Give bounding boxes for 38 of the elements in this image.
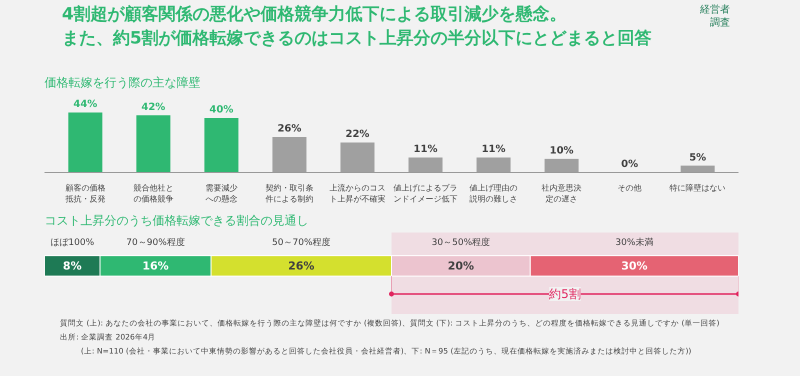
bar: [204, 118, 238, 172]
series-label: ほぼ100%: [50, 238, 95, 248]
x-tick-label: 需要減少への懸念: [205, 184, 238, 204]
data-label: 10%: [550, 145, 574, 156]
x-tick-label: その他: [618, 184, 642, 192]
data-label: 0%: [621, 159, 638, 170]
data-label: 8%: [62, 259, 82, 272]
data-label: 26%: [277, 124, 302, 135]
chart-subtitle: 価格転嫁を行う際の主な障壁: [44, 76, 200, 90]
bar: [68, 112, 102, 172]
data-label: 40%: [209, 104, 234, 116]
data-label: 11%: [414, 144, 438, 156]
x-tick-label: 競合他社との価格競争: [133, 184, 174, 204]
series-label: 50～70%程度: [272, 236, 331, 248]
x-tick-label: 社内意思決定の遅さ: [542, 184, 582, 204]
chart-title: コスト上昇分のうち価格転嫁できる割合の見通し: [44, 214, 308, 228]
data-label: 5%: [689, 152, 706, 164]
data-label: 44%: [73, 99, 98, 110]
x-tick-label: 値上げ理由の説明の難しさ: [470, 184, 518, 204]
series-label: 30～50%程度: [432, 236, 490, 248]
data-label: 42%: [141, 102, 166, 113]
chart-title: 4割超が顧客関係の悪化や価格競争力低下による取引減少を懸念。また、約5割が価格転嫁できるのはコスト上昇分の半分以下にとどまると回答: [62, 4, 652, 48]
band-label: 約5割: [549, 287, 581, 301]
data-label: 22%: [346, 129, 370, 140]
text: 経営者調査: [698, 4, 730, 29]
x-tick-label: 契約・取引条件による制約: [265, 184, 314, 204]
x-tick-label: 顧客の価格抵抗・反発: [64, 184, 106, 204]
data-label: 30%: [621, 259, 648, 272]
data-label: 16%: [142, 259, 169, 272]
data-label: 26%: [288, 259, 314, 272]
data-label: 11%: [482, 144, 506, 156]
series-label: 30%未満: [615, 236, 654, 248]
data-label: 20%: [448, 259, 474, 272]
x-tick-label: 上流からのコスト上昇が不確実: [329, 184, 386, 204]
x-tick-label: 値上げによるブランドイメージ低下: [394, 184, 458, 204]
x-tick-label: 特に障壁はない: [670, 184, 726, 192]
bar: [136, 115, 170, 172]
series-label: 70～90%程度: [126, 236, 185, 248]
